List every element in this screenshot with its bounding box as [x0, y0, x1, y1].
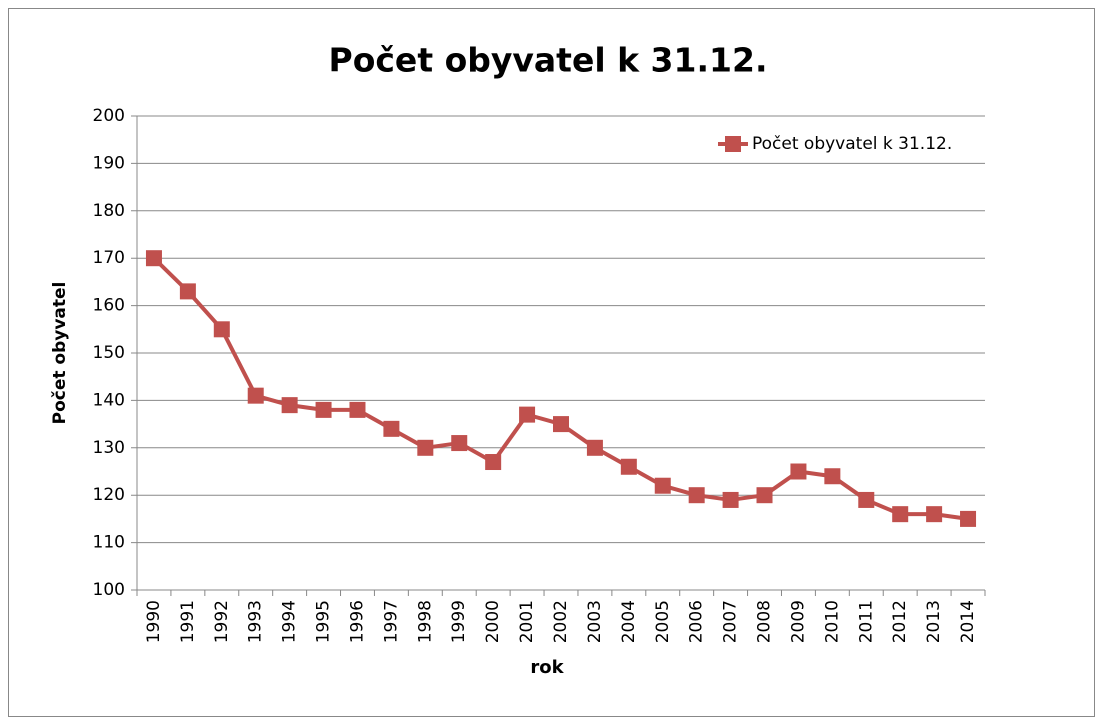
x-tick-label: 2010	[822, 600, 842, 643]
marker	[756, 487, 773, 504]
y-tick-label: 160	[93, 296, 125, 316]
x-axis-label: rok	[530, 657, 564, 678]
marker	[179, 283, 196, 300]
x-tick-label: 1993	[246, 600, 266, 643]
marker	[824, 468, 841, 485]
marker	[315, 401, 332, 418]
marker	[485, 454, 502, 471]
marker	[451, 435, 468, 452]
marker	[586, 439, 603, 456]
x-tick-label: 2000	[483, 600, 503, 643]
y-tick-label: 130	[93, 438, 125, 458]
x-tick-label: 1996	[347, 600, 367, 643]
marker	[213, 321, 230, 338]
marker	[519, 406, 536, 423]
marker	[145, 250, 162, 267]
x-tick-label: 1995	[314, 600, 334, 643]
marker	[417, 439, 434, 456]
marker	[790, 463, 807, 480]
marker	[553, 416, 569, 433]
x-tick-label: 1999	[449, 600, 469, 643]
marker	[926, 506, 943, 523]
marker	[858, 491, 875, 508]
x-tick-label: 2003	[585, 600, 605, 643]
marker	[620, 458, 637, 475]
marker	[247, 387, 264, 404]
x-tick-label: 2006	[687, 600, 707, 643]
x-tick-label: 2005	[653, 600, 673, 643]
x-tick-label: 1994	[280, 600, 300, 643]
x-tick-label: 2012	[890, 600, 910, 643]
y-tick-label: 200	[93, 106, 125, 126]
y-tick-label: 150	[93, 343, 125, 363]
x-tick-label: 1990	[144, 600, 164, 643]
legend-marker	[725, 136, 741, 152]
marker	[960, 510, 977, 527]
marker	[349, 401, 366, 418]
x-tick-label: 2014	[958, 600, 978, 643]
chart-border	[8, 8, 1095, 717]
marker	[383, 420, 400, 437]
x-tick-label: 2013	[924, 600, 944, 643]
marker	[722, 491, 739, 508]
y-tick-label: 190	[93, 153, 125, 173]
x-tick-label: 2002	[551, 600, 571, 643]
chart-title: Počet obyvatel k 31.12.	[329, 41, 768, 80]
legend-label: Počet obyvatel k 31.12.	[752, 134, 952, 154]
marker	[281, 397, 298, 414]
x-tick-label: 2008	[755, 600, 775, 643]
y-tick-label: 120	[93, 485, 125, 505]
x-tick-label: 2011	[856, 600, 876, 643]
y-tick-label: 110	[93, 533, 125, 553]
marker	[654, 477, 671, 494]
y-axis-label: Počet obyvatel	[50, 282, 70, 425]
x-tick-label: 1991	[178, 600, 198, 643]
y-tick-label: 140	[93, 390, 125, 410]
x-tick-label: 2001	[517, 600, 537, 643]
y-tick-label: 100	[93, 580, 125, 600]
x-tick-label: 2007	[721, 600, 741, 643]
x-tick-label: 2009	[788, 600, 808, 643]
y-tick-label: 180	[93, 201, 125, 221]
x-tick-label: 1997	[381, 600, 401, 643]
marker	[688, 487, 705, 504]
x-tick-label: 2004	[619, 600, 639, 643]
marker	[892, 506, 909, 523]
x-tick-label: 1992	[212, 600, 232, 643]
x-tick-label: 1998	[415, 600, 435, 643]
y-tick-label: 170	[93, 248, 125, 268]
